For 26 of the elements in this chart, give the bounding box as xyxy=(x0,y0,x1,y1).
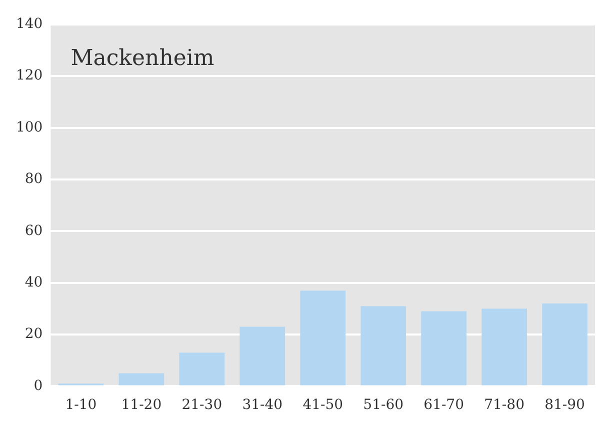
x-tick-label: 41-50 xyxy=(302,397,344,414)
y-tick-label: 60 xyxy=(24,222,43,239)
bar xyxy=(300,290,346,386)
y-tick-label: 20 xyxy=(24,326,43,342)
y-tick-label: 100 xyxy=(16,119,43,136)
bar xyxy=(421,311,466,386)
bar xyxy=(118,373,164,386)
x-tick-label: 71-80 xyxy=(484,397,524,414)
x-tick-label: 21-30 xyxy=(182,397,222,414)
x-tick-label: 31-40 xyxy=(242,397,283,414)
y-tick-label: 120 xyxy=(16,68,43,84)
bar xyxy=(360,306,406,386)
x-tick-label: 61-70 xyxy=(424,397,464,414)
y-tick-label: 80 xyxy=(24,171,43,188)
bar xyxy=(179,352,225,386)
x-tick-label: 81-90 xyxy=(544,397,585,414)
y-tick-label: 0 xyxy=(34,378,43,394)
bar xyxy=(542,304,588,386)
x-tick-label: 11-20 xyxy=(121,397,162,414)
bar xyxy=(240,326,286,386)
x-tick-label: 1-10 xyxy=(65,397,97,414)
text: Mackenheim xyxy=(70,46,214,72)
y-tick-label: 140 xyxy=(16,16,43,32)
y-tick-label: 40 xyxy=(24,274,43,290)
x-tick-label: 51-60 xyxy=(363,397,404,414)
bar xyxy=(482,308,527,386)
